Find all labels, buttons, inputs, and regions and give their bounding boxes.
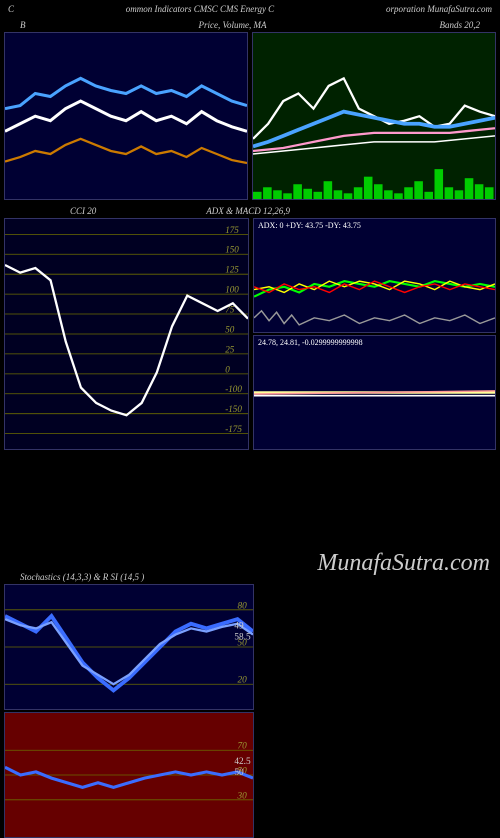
macd-label: 24.78, 24.81, -0.0299999999998 <box>258 338 363 347</box>
header-center: ommon Indicators CMSC CMS Energy C <box>126 4 274 14</box>
row1-titles: B Price, Volume, MA Bands 20,2 <box>0 18 500 32</box>
header-right: orporation MunafaSutra.com <box>386 4 492 14</box>
chart-bollinger <box>4 32 248 200</box>
title-bands: Bands 20,2 <box>439 20 480 30</box>
svg-text:175: 175 <box>225 225 239 235</box>
chart-macd: 24.78, 24.81, -0.0299999999998 <box>253 335 496 450</box>
chart-row-1 <box>0 32 500 200</box>
title-price: Price, Volume, MA <box>199 20 267 30</box>
svg-text:42.5: 42.5 <box>234 757 251 767</box>
svg-text:25: 25 <box>225 345 235 355</box>
header-left: C <box>8 4 14 14</box>
chart-row-3: 80502058.549 7050305042.5 <box>0 584 258 838</box>
chart-adx: ADX: 0 +DY: 43.75 -DY: 43.75 <box>253 218 496 333</box>
svg-text:70: 70 <box>238 742 248 752</box>
chart-price-volume <box>252 32 496 200</box>
title-adx: ADX & MACD 12,26,9 <box>206 206 290 216</box>
svg-text:50: 50 <box>234 768 244 778</box>
title-stochastics: Stochastics (14,3,3) & R SI (14,5 ) <box>20 572 144 582</box>
title-bb: B <box>20 20 26 30</box>
svg-text:49: 49 <box>234 622 244 632</box>
svg-text:150: 150 <box>225 245 239 255</box>
svg-text:80: 80 <box>238 602 248 612</box>
svg-text:-150: -150 <box>225 404 242 414</box>
watermark-text: MunafaSutra.com <box>317 550 490 577</box>
title-cci: CCI 20 <box>70 206 96 216</box>
svg-text:58.5: 58.5 <box>234 633 251 643</box>
chart-cci: 1751501251007550250-100-150-175 <box>4 218 249 450</box>
page-header: C ommon Indicators CMSC CMS Energy C orp… <box>0 0 500 18</box>
svg-text:50: 50 <box>225 325 235 335</box>
adx-label: ADX: 0 +DY: 43.75 -DY: 43.75 <box>258 221 361 230</box>
chart-stochastics: 80502058.549 <box>4 584 254 710</box>
svg-text:30: 30 <box>237 792 248 802</box>
svg-text:-100: -100 <box>225 385 242 395</box>
chart-rsi: 7050305042.5 <box>4 712 254 838</box>
svg-text:125: 125 <box>225 265 239 275</box>
svg-text:-175: -175 <box>225 424 242 434</box>
row2-titles: CCI 20 ADX & MACD 12,26,9 <box>0 204 500 218</box>
svg-text:100: 100 <box>225 285 239 295</box>
svg-text:0: 0 <box>225 365 230 375</box>
svg-text:20: 20 <box>238 676 248 686</box>
chart-row-2: 1751501251007550250-100-150-175 ADX: 0 +… <box>0 218 500 450</box>
